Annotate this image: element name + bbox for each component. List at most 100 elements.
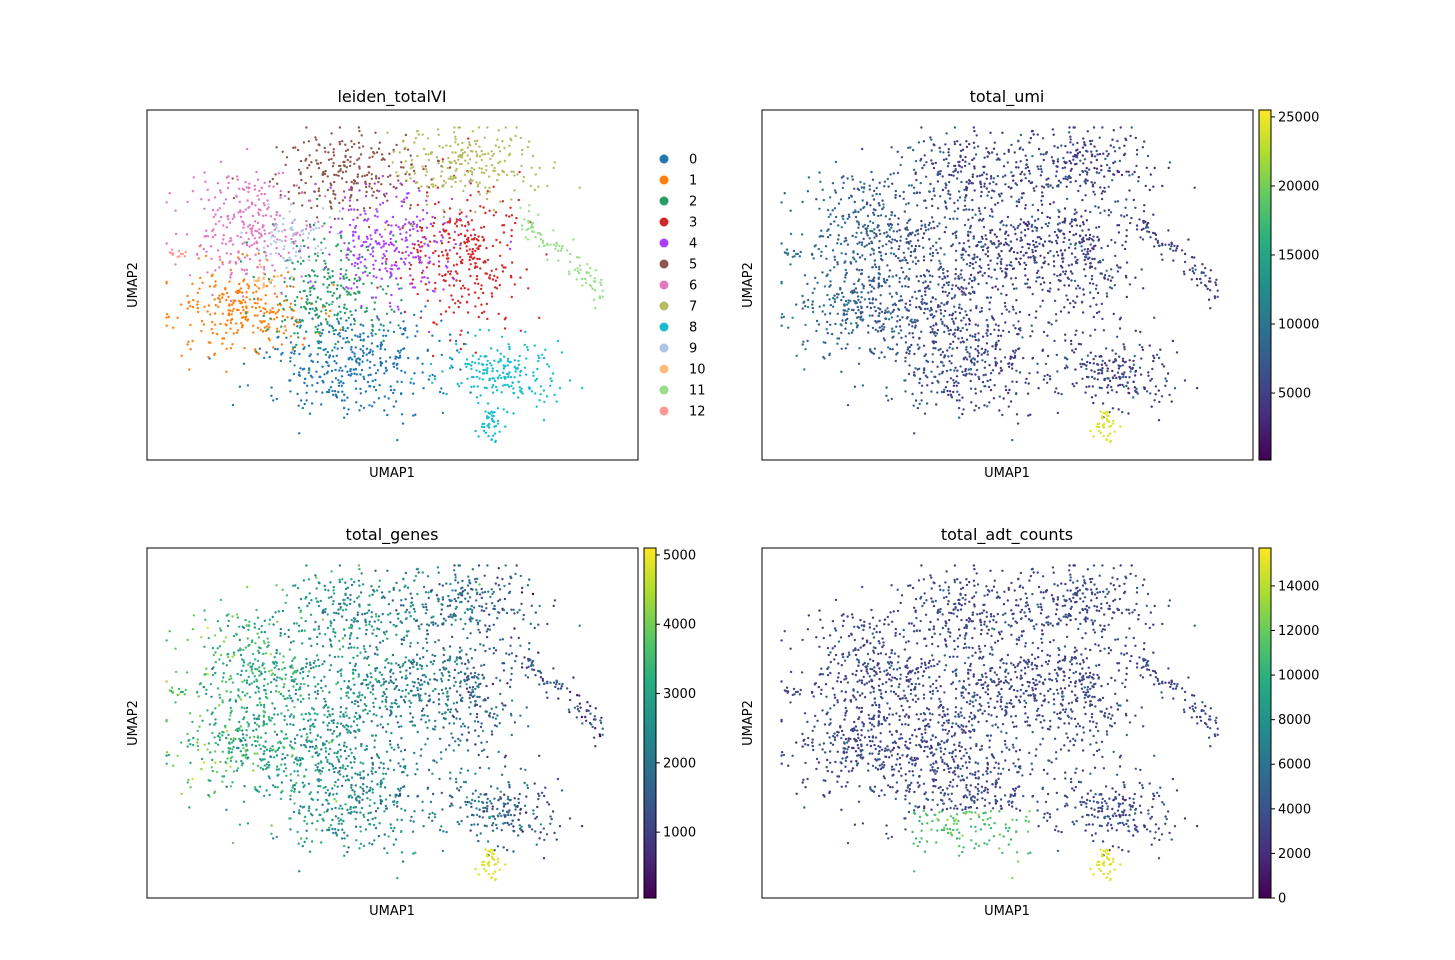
point xyxy=(365,219,369,222)
point xyxy=(1044,362,1048,366)
point xyxy=(477,296,480,300)
point xyxy=(243,269,246,272)
point xyxy=(333,217,337,221)
point xyxy=(411,242,414,246)
point xyxy=(440,353,443,357)
point xyxy=(908,364,911,367)
point xyxy=(253,283,257,287)
point xyxy=(925,359,928,362)
point xyxy=(1074,301,1077,304)
point xyxy=(1019,218,1023,221)
point xyxy=(842,181,845,185)
point xyxy=(385,258,388,261)
point xyxy=(959,273,962,276)
point xyxy=(955,384,958,387)
point xyxy=(318,194,321,197)
point xyxy=(237,211,240,214)
point xyxy=(1004,183,1007,186)
point xyxy=(368,185,371,188)
point xyxy=(1193,186,1196,189)
point xyxy=(299,234,302,237)
point xyxy=(305,300,308,304)
point xyxy=(493,274,496,278)
point xyxy=(1056,146,1060,149)
point xyxy=(844,299,848,303)
point xyxy=(421,245,424,248)
point xyxy=(890,397,893,401)
point xyxy=(844,327,847,330)
point xyxy=(1053,339,1056,343)
point xyxy=(847,213,851,216)
point xyxy=(345,269,348,272)
point xyxy=(492,384,495,387)
point xyxy=(565,249,569,252)
point xyxy=(483,372,486,375)
point xyxy=(191,190,195,193)
point xyxy=(288,379,291,382)
point xyxy=(429,362,433,366)
point xyxy=(191,282,194,286)
point xyxy=(266,199,269,202)
point xyxy=(854,235,857,239)
point xyxy=(397,225,400,229)
point xyxy=(1032,133,1035,136)
point xyxy=(1114,200,1117,203)
point xyxy=(1041,195,1045,198)
point xyxy=(478,155,482,158)
point xyxy=(889,312,892,315)
point xyxy=(1055,250,1059,254)
point xyxy=(927,284,930,288)
point xyxy=(1059,249,1063,252)
point xyxy=(958,399,961,402)
point xyxy=(188,368,191,371)
point xyxy=(971,335,974,338)
point xyxy=(921,166,924,170)
point xyxy=(337,170,340,173)
point xyxy=(1047,177,1050,180)
point xyxy=(504,126,507,129)
point xyxy=(1113,241,1117,244)
point xyxy=(186,200,189,204)
point xyxy=(520,153,524,156)
point xyxy=(931,275,934,278)
point xyxy=(418,261,421,264)
point xyxy=(1153,356,1156,360)
point xyxy=(487,424,490,427)
point xyxy=(309,280,312,283)
point xyxy=(904,360,907,363)
point xyxy=(988,364,991,367)
point xyxy=(321,305,325,309)
point xyxy=(1018,310,1022,314)
point xyxy=(1074,218,1077,221)
point xyxy=(247,225,250,228)
point xyxy=(1103,186,1106,190)
point xyxy=(514,370,517,373)
point xyxy=(984,234,987,237)
point xyxy=(968,180,972,183)
point xyxy=(590,285,593,288)
point xyxy=(186,294,189,298)
point xyxy=(411,278,415,281)
point xyxy=(862,206,865,210)
point xyxy=(502,231,506,234)
point xyxy=(812,310,815,314)
point xyxy=(915,297,918,300)
point xyxy=(1056,165,1059,168)
point xyxy=(962,242,966,245)
point xyxy=(449,339,452,342)
point xyxy=(802,340,805,343)
point xyxy=(1114,352,1118,355)
point xyxy=(929,300,933,303)
point xyxy=(1007,391,1010,395)
point xyxy=(388,356,392,359)
point xyxy=(470,364,473,367)
point xyxy=(947,151,950,154)
point xyxy=(1011,283,1014,286)
point xyxy=(489,157,492,161)
point xyxy=(1055,234,1059,237)
point xyxy=(380,158,384,161)
point xyxy=(1032,255,1035,258)
point xyxy=(919,181,922,185)
point xyxy=(459,368,462,371)
point xyxy=(246,318,250,321)
